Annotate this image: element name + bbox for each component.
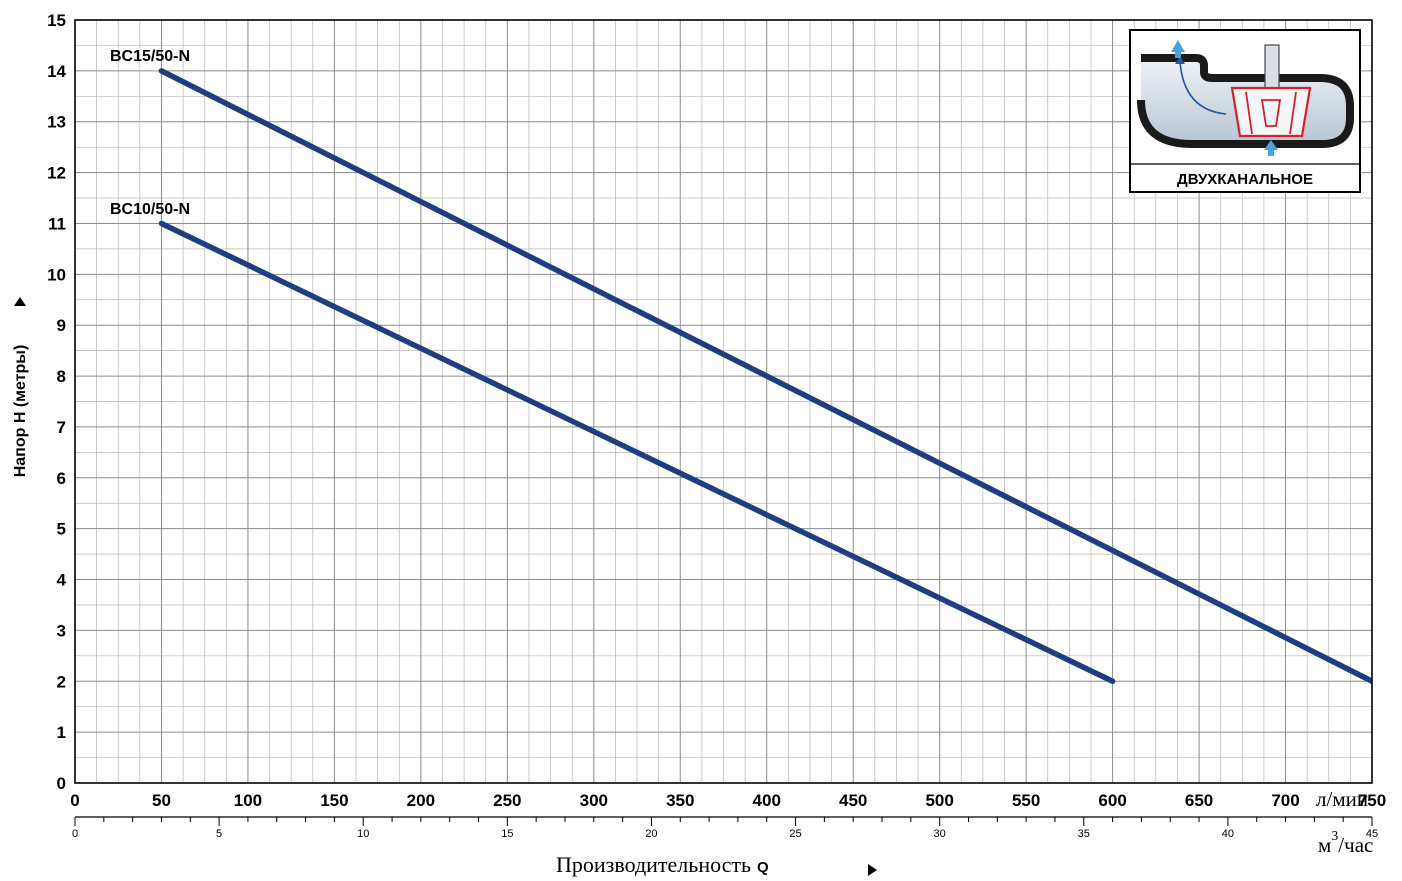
series-label-bc15: BC15/50-N — [110, 48, 190, 65]
series-lines — [158, 68, 1372, 685]
x2-unit-rest: /час — [1338, 833, 1373, 857]
x2-unit-label: м3/час — [1318, 829, 1373, 857]
x-tick-label: 150 — [320, 791, 348, 810]
plot-frame — [74, 19, 1373, 784]
y-tick-label: 7 — [57, 418, 66, 437]
y-tick-label: 15 — [47, 11, 66, 30]
x-tick-label: 250 — [493, 791, 521, 810]
y-axis-title: Напор H (метры) — [12, 345, 29, 478]
x-tick-label: 400 — [753, 791, 781, 810]
x2-tick-label: 30 — [934, 828, 946, 840]
y-axis-arrow-icon — [14, 297, 26, 306]
x2-tick-label: 25 — [789, 828, 801, 840]
x-tick-label: 450 — [839, 791, 867, 810]
minor-gridlines — [75, 20, 1372, 783]
x2-tick-label: 35 — [1078, 828, 1090, 840]
y-tick-label: 12 — [47, 164, 66, 183]
x-tick-label: 600 — [1098, 791, 1126, 810]
y-tick-label: 11 — [48, 214, 66, 233]
y-tick-label: 5 — [57, 520, 66, 539]
x-tick-label: 650 — [1185, 791, 1213, 810]
x-tick-label: 200 — [407, 791, 435, 810]
y-tick-label: 8 — [57, 367, 66, 386]
x-axis-symbol: Q — [757, 859, 769, 876]
series-line-bc10-50-n — [158, 220, 1116, 685]
x-axis-arrow-icon — [868, 864, 877, 876]
x-tick-label: 700 — [1271, 791, 1299, 810]
x2-tick-label: 10 — [357, 828, 369, 840]
y-tick-label: 0 — [57, 774, 66, 793]
series-line-bc15-50-n — [158, 68, 1372, 685]
series-label-bc10: BC10/50-N — [110, 201, 190, 218]
x-tick-label: 500 — [925, 791, 953, 810]
y-tick-label: 2 — [57, 672, 66, 691]
y-tick-label: 9 — [57, 316, 66, 335]
x-tick-label: 750 — [1358, 791, 1386, 810]
impeller-inset: ДВУХКАНАЛЬНОЕ — [1129, 29, 1361, 193]
x-tick-label: 0 — [70, 791, 79, 810]
x2-tick-label: 0 — [72, 828, 78, 840]
y-tick-label: 3 — [57, 621, 66, 640]
x-axis-title-text: Производительность — [556, 852, 751, 877]
y-tick-label: 10 — [47, 265, 66, 284]
x-axis-title: Производительность Q — [556, 852, 769, 877]
y-tick-label: 4 — [57, 571, 67, 590]
y-tick-label: 13 — [47, 113, 66, 132]
x-unit-label: л/мин — [1316, 787, 1368, 811]
inset-caption: ДВУХКАНАЛЬНОЕ — [1177, 171, 1313, 188]
x2-tick-label: 15 — [501, 828, 513, 840]
x-tick-label: 300 — [580, 791, 608, 810]
x2-tick-label: 45 — [1366, 828, 1378, 840]
x2-tick-label: 20 — [645, 828, 657, 840]
x2-tick-label: 40 — [1222, 828, 1234, 840]
x-tick-label: 350 — [666, 791, 694, 810]
y-tick-label: 1 — [57, 723, 66, 742]
y-tick-label: 14 — [47, 62, 66, 81]
x2-unit-sup: 3 — [1331, 829, 1338, 844]
dual-channel-impeller-diagram-icon — [1137, 40, 1354, 156]
secondary-x-axis: 05101520253035404550 — [72, 816, 1378, 840]
x-tick-label: 100 — [234, 791, 262, 810]
major-gridlines — [75, 20, 1372, 783]
y-tick-label: 6 — [57, 469, 66, 488]
x-axis-ticks: 0 50 100 150 200 250 300 350 400 450 500 550 600 650 7… — [70, 791, 1386, 810]
x-tick-label: 550 — [1012, 791, 1040, 810]
x-tick-label: 50 — [152, 791, 171, 810]
x2-tick-label: 5 — [216, 828, 222, 840]
x2-unit-base: м — [1318, 833, 1331, 857]
